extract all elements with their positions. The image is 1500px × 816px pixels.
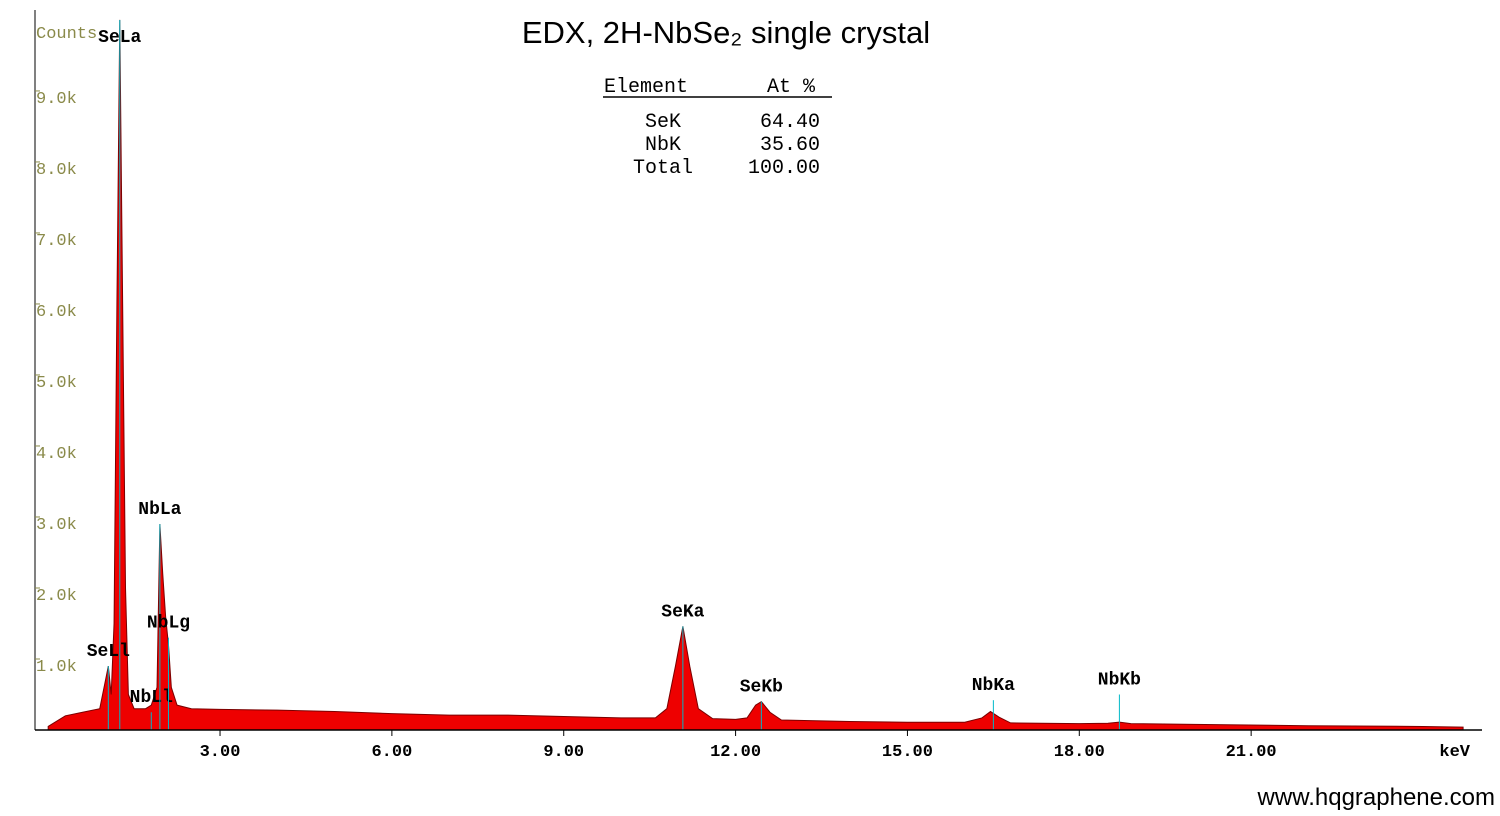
x-tick-label: 12.00 [710, 743, 761, 762]
spectrum-area [47, 19, 1464, 731]
y-tick-label: 2.0k [36, 587, 77, 606]
x-tick-label: 21.00 [1226, 743, 1277, 762]
y-tick-label: 1.0k [36, 658, 77, 677]
peak-label: NbLa [138, 500, 181, 520]
y-tick-label: 9.0k [36, 90, 77, 109]
table-cell: SeK [645, 111, 681, 134]
x-tick-label: 3.00 [200, 743, 241, 762]
x-tick-label: 6.00 [371, 743, 412, 762]
peak-label: NbLg [147, 614, 190, 634]
y-tick-label: 4.0k [36, 445, 77, 464]
y-tick-label: 8.0k [36, 161, 77, 180]
table-header: Element [604, 76, 688, 99]
chart-title: EDX, 2H-NbSe₂ single crystal [522, 15, 930, 50]
peak-label: NbKb [1098, 670, 1141, 690]
table-header: At % [767, 76, 816, 99]
x-tick-label: 9.00 [543, 743, 584, 762]
peak-label: NbKa [972, 676, 1015, 696]
x-tick-label: 18.00 [1054, 743, 1105, 762]
y-tick-label: 3.0k [36, 516, 77, 535]
watermark: www.hqgraphene.com [1257, 784, 1495, 811]
peak-label: SeLa [98, 28, 141, 48]
y-tick-label: 6.0k [36, 303, 77, 322]
x-tick-label: 15.00 [882, 743, 933, 762]
x-axis-label: keV [1439, 743, 1470, 762]
peak-label: SeKa [661, 602, 704, 622]
table-cell: NbK [645, 134, 681, 157]
table-cell: 35.60 [760, 134, 820, 157]
peak-label: SeKb [740, 678, 783, 698]
table-cell: 100.00 [748, 157, 820, 180]
y-tick-label: 7.0k [36, 232, 77, 251]
peak-label: SeLl [87, 642, 130, 662]
table-cell: Total [633, 157, 693, 180]
y-tick-label: 5.0k [36, 374, 77, 393]
peak-label: NbLl [130, 688, 173, 708]
table-cell: 64.40 [760, 111, 820, 134]
y-axis-label: Counts [36, 25, 97, 44]
